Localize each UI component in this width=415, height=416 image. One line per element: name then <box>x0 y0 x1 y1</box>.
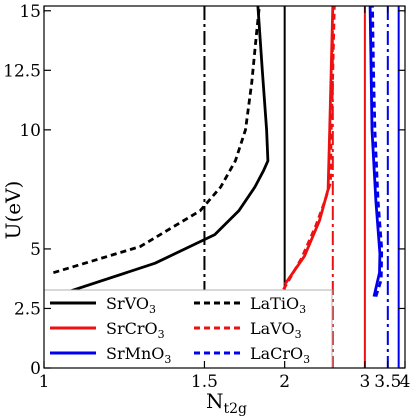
x-tick-label-1: 1.5 <box>191 372 218 392</box>
legend-label-3: LaTiO3 <box>250 294 306 316</box>
x-axis-label: Nt2g <box>206 389 247 416</box>
y-tick-label-3: 10 <box>19 121 41 141</box>
legend-label-1: SrCrO3 <box>106 319 165 341</box>
series-line-LaTiO3 <box>52 6 261 275</box>
axis-ticks <box>43 6 406 369</box>
series-line-SrCrO3 <box>283 6 335 286</box>
x-tick-label-3: 3 <box>359 372 370 392</box>
x-tick-label-2: 2 <box>279 372 290 392</box>
axis-tick-labels: 1 1.5 2 3 3.54 0 2.5 5 10 12.5 15 <box>3 2 410 392</box>
series-line-LaVO3 <box>282 6 336 291</box>
series-line-SrVO3 <box>52 6 270 298</box>
legend-label-4: LaVO3 <box>250 319 302 341</box>
legend-label-2: SrMnO3 <box>106 344 171 366</box>
y-tick-label-4: 12.5 <box>3 61 41 81</box>
series-group <box>52 6 384 298</box>
legend-label-0: SrVO3 <box>106 294 156 316</box>
legend-label-5: LaCrO3 <box>250 344 310 366</box>
y-tick-label-2: 5 <box>30 240 41 260</box>
plot-frame <box>43 5 406 369</box>
x-tick-label-5: 4 <box>400 372 411 392</box>
y-axis-label: U(eV) <box>1 181 25 240</box>
y-tick-label-1: 2.5 <box>14 299 41 319</box>
x-tick-label-4: 3.5 <box>374 372 401 392</box>
legend: SrVO3 SrCrO3 SrMnO3 LaTiO3 LaVO3 LaCrO3 <box>43 289 333 369</box>
y-tick-label-5: 15 <box>19 2 41 22</box>
x-tick-label-0: 1 <box>39 372 50 392</box>
series-line-SrMnO3 <box>368 6 382 297</box>
y-tick-label-0: 0 <box>30 359 41 379</box>
